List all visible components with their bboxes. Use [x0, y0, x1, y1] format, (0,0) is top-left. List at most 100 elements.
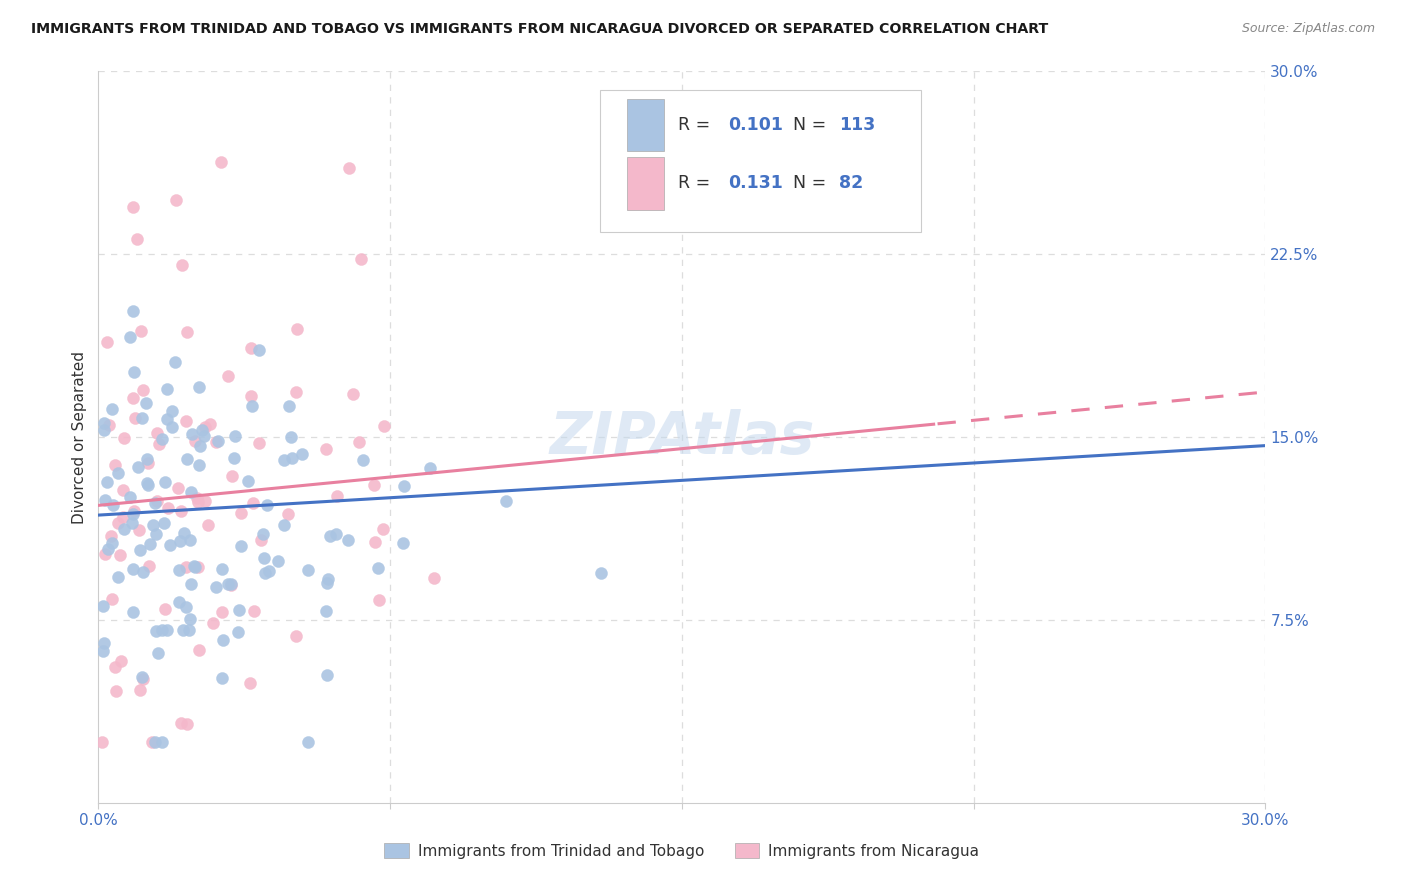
Point [285, 384, 308, 399]
Point [209, 155, 232, 169]
Point [363, 477, 385, 491]
Point [256, 498, 278, 512]
Point [146, 646, 169, 660]
Point [367, 560, 389, 574]
Point [94, 547, 117, 561]
Point [97, 541, 120, 556]
Point [188, 642, 211, 657]
Point [183, 560, 205, 574]
Point [122, 391, 145, 405]
Text: 0.131: 0.131 [728, 174, 783, 193]
Y-axis label: Divorced or Separated: Divorced or Separated [72, 351, 87, 524]
Point [101, 591, 124, 606]
Legend: Immigrants from Trinidad and Tobago, Immigrants from Nicaragua: Immigrants from Trinidad and Tobago, Imm… [378, 837, 986, 864]
Point [342, 386, 364, 401]
Point [240, 400, 263, 414]
Point [267, 554, 290, 568]
Point [156, 412, 179, 426]
Point [217, 577, 239, 591]
Point [254, 566, 277, 581]
Point [240, 389, 263, 403]
Point [145, 496, 167, 510]
Text: 0.101: 0.101 [728, 116, 783, 134]
Point [194, 493, 217, 508]
Point [107, 516, 129, 530]
Point [155, 475, 177, 489]
Point [394, 479, 416, 493]
Point [315, 604, 337, 618]
Point [336, 533, 359, 548]
Point [135, 395, 157, 409]
Point [172, 624, 194, 638]
Point [211, 562, 233, 576]
Point [284, 630, 307, 644]
Point [110, 654, 132, 668]
Point [118, 490, 141, 504]
Point [273, 452, 295, 467]
Point [91, 644, 114, 658]
Point [352, 453, 374, 467]
Point [242, 496, 264, 510]
Point [187, 560, 209, 574]
Point [198, 417, 221, 431]
Point [112, 483, 135, 497]
Point [98, 418, 121, 433]
Point [205, 435, 228, 450]
Text: R =: R = [679, 174, 716, 193]
Point [122, 304, 145, 318]
Point [124, 411, 146, 425]
Point [91, 599, 114, 614]
Point [316, 572, 339, 586]
Point [101, 498, 124, 512]
Point [212, 632, 235, 647]
Point [174, 599, 197, 614]
Point [169, 595, 191, 609]
Point [364, 535, 387, 549]
Point [145, 624, 167, 638]
Point [183, 559, 205, 574]
Point [96, 335, 118, 350]
FancyBboxPatch shape [627, 157, 665, 210]
Point [138, 478, 160, 492]
Point [179, 533, 201, 547]
Point [153, 516, 176, 531]
Point [181, 426, 204, 441]
Point [224, 429, 246, 443]
Point [124, 504, 146, 518]
Point [315, 442, 337, 456]
Point [187, 495, 209, 509]
Point [148, 436, 170, 450]
Point [217, 369, 239, 384]
Point [100, 528, 122, 542]
Point [240, 341, 263, 355]
Point [176, 716, 198, 731]
Text: N =: N = [793, 174, 831, 193]
Point [226, 625, 249, 640]
Point [160, 404, 183, 418]
Point [131, 324, 153, 338]
Point [367, 593, 389, 607]
Point [253, 551, 276, 566]
Point [112, 431, 135, 445]
Point [193, 429, 215, 443]
Point [127, 459, 149, 474]
Text: 113: 113 [839, 116, 876, 134]
Point [152, 432, 174, 446]
Point [146, 494, 169, 508]
Point [337, 161, 360, 176]
Point [222, 450, 245, 465]
Point [107, 467, 129, 481]
Point [252, 527, 274, 541]
Point [228, 603, 250, 617]
Point [197, 518, 219, 533]
Point [112, 522, 135, 536]
Point [169, 534, 191, 549]
Point [107, 570, 129, 584]
Point [239, 675, 262, 690]
Point [207, 434, 229, 448]
Point [291, 447, 314, 461]
Point [146, 426, 169, 441]
Point [170, 258, 193, 272]
Point [91, 735, 114, 749]
Point [180, 577, 202, 591]
